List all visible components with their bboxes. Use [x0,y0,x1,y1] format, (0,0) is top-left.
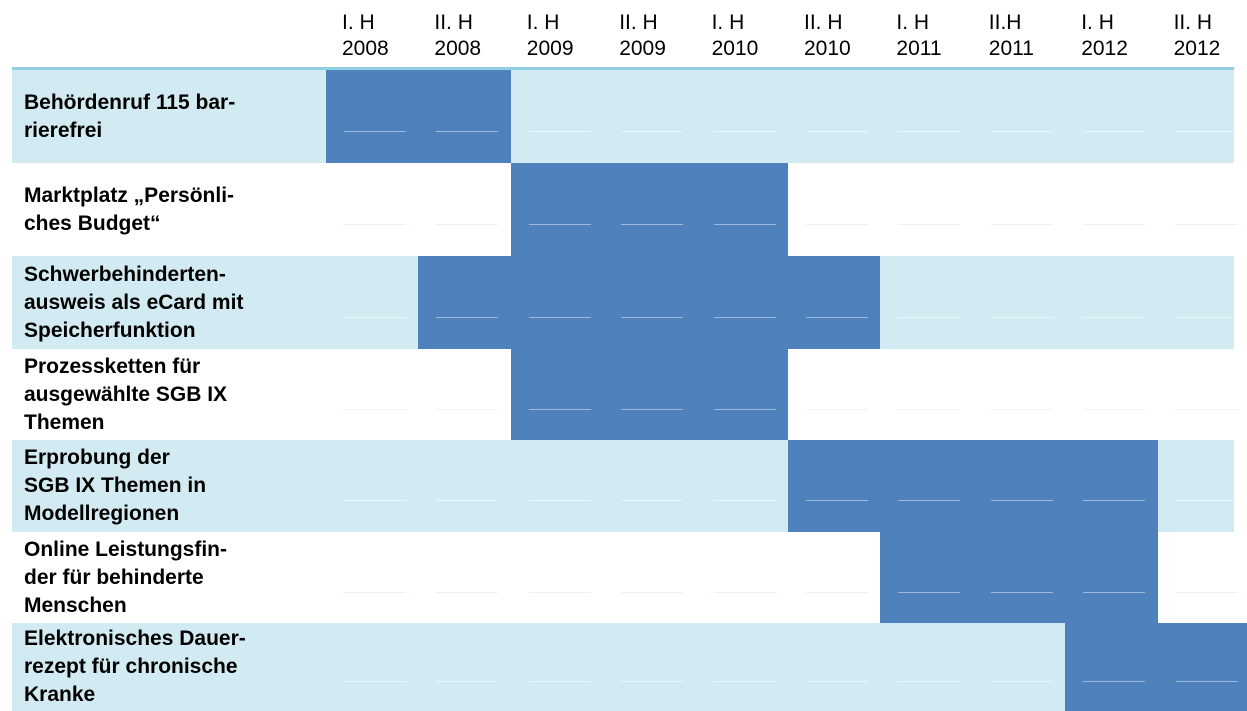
period-label: II. H 2009 [619,11,666,60]
period-label: I. H 2011 [896,11,942,60]
period-tick [990,408,1053,410]
period-tick [621,591,684,593]
period-tick [1175,500,1238,501]
period-tick [806,500,868,501]
period-tick [990,130,1053,132]
period-label: I. H 2010 [711,11,759,60]
period-tick [1083,408,1146,410]
period-tick [436,316,499,318]
task-bar [510,163,788,256]
task-bar [788,440,1158,532]
period-tick [806,130,868,132]
period-tick [898,500,961,501]
period-tick [713,681,776,682]
task-bar [510,349,788,440]
task-label: Schwerbehinderten- ausweis als eCard mit… [24,262,244,342]
period-tick [806,681,868,682]
period-tick [621,316,684,318]
period-label: I. H 2012 [1081,11,1128,60]
task-row [12,70,1234,163]
period-tick [528,130,591,132]
task-label: Prozessketten für ausgewählte SGB IX The… [24,354,228,434]
period-tick [1083,500,1146,501]
period-tick [528,316,591,318]
period-tick [806,591,868,593]
period-tick [344,223,406,225]
period-tick [344,316,406,318]
period-tick [621,130,684,132]
period-tick [621,500,684,501]
period-tick [1175,130,1238,132]
period-tick [898,681,961,682]
period-tick [1083,591,1146,593]
period-tick [528,223,591,225]
task-bar [326,70,511,163]
period-tick [621,681,684,682]
period-tick [436,681,499,682]
period-tick [436,408,499,410]
period-tick [436,130,499,132]
period-tick [344,130,406,132]
period-tick [528,591,591,593]
period-tick [436,223,499,225]
task-label: Erprobung der SGB IX Themen in Modellreg… [24,446,207,525]
period-label: II. H 2012 [1173,11,1221,60]
period-tick [436,500,499,501]
period-tick [713,500,776,501]
period-tick [898,223,961,225]
task-row [12,623,1234,711]
task-label: Elektronisches Dauer- rezept für chronis… [24,627,246,706]
period-tick [898,591,961,593]
period-tick [344,500,406,501]
period-tick [528,500,591,501]
period-tick [990,500,1053,501]
period-tick [990,316,1053,318]
task-label: Behördenruf 115 bar- rierefrei [24,90,236,142]
period-tick [1175,591,1238,593]
period-tick [1175,681,1238,682]
period-tick [1175,408,1238,410]
period-tick [806,316,868,318]
period-label: II. H 2010 [804,11,851,60]
period-tick [344,408,406,410]
period-tick [1083,223,1146,225]
period-label: II.H 2011 [988,11,1034,60]
period-tick [528,408,591,410]
period-tick [1083,681,1146,682]
task-label: Marktplatz „Persönli- ches Budget“ [24,183,235,235]
period-tick [990,591,1053,593]
period-tick [898,130,961,132]
period-tick [436,591,499,593]
period-tick [713,223,776,225]
period-label: II. H 2008 [434,11,482,60]
period-tick [621,408,684,410]
period-tick [344,591,406,593]
period-tick [898,408,961,410]
period-tick [1083,130,1146,132]
task-label: Online Leistungsfin- der für behinderte … [24,537,227,617]
task-bar [1065,623,1247,711]
period-tick [713,316,776,318]
period-tick [806,408,868,410]
task-bar [418,256,881,349]
period-tick [990,681,1053,682]
period-tick [806,223,868,225]
period-tick [990,223,1053,225]
period-tick [898,316,961,318]
period-tick [713,591,776,593]
period-label: I. H 2008 [342,11,389,60]
period-tick [344,681,406,682]
period-tick [1175,316,1238,318]
period-tick [1083,316,1146,318]
period-tick [713,130,776,132]
period-tick [1175,223,1238,225]
header-rule [12,67,1234,70]
period-tick [621,223,684,225]
period-tick [528,681,591,682]
task-bar [880,532,1158,623]
period-label: I. H 2009 [526,11,574,60]
period-tick [713,408,776,410]
